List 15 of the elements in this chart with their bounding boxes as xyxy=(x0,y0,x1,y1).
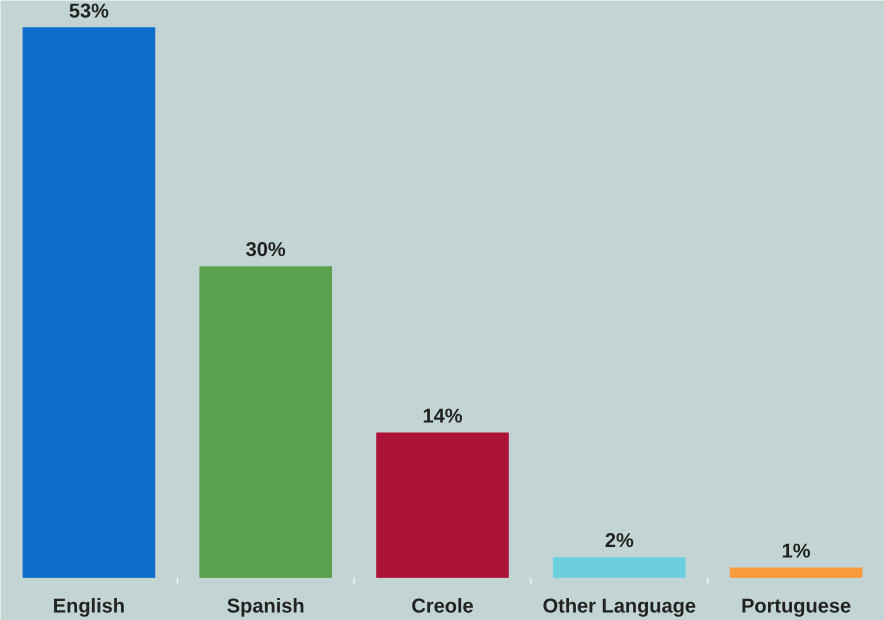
data-label: 53% xyxy=(68,0,110,22)
data-label: 1% xyxy=(782,540,811,563)
bar xyxy=(553,557,686,578)
data-label: 30% xyxy=(246,239,286,262)
data-label: 14% xyxy=(422,405,463,428)
bar xyxy=(730,568,862,578)
x-tick-label: Spanish xyxy=(226,596,305,618)
x-tick-label: English xyxy=(52,596,126,618)
x-tick-label: Portuguese xyxy=(741,596,852,618)
x-tick-label: Creole xyxy=(411,596,474,618)
bar xyxy=(199,266,332,578)
x-tick-label: Other Language xyxy=(542,596,696,618)
bar xyxy=(22,27,156,578)
data-label: 2% xyxy=(604,530,634,552)
bar xyxy=(376,432,509,578)
